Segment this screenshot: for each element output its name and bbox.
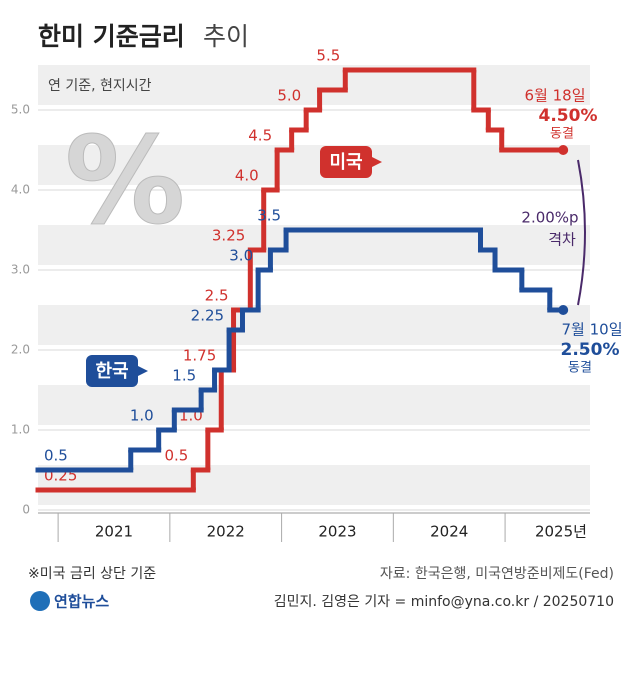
gap-bracket <box>577 159 586 306</box>
y-tick-label: 4.0 <box>11 183 30 197</box>
credit: 김민지. 김영은 기자 = minfo@yna.co.kr / 20250710 <box>274 594 614 610</box>
x-tick-label: 2021 <box>95 523 133 541</box>
value-label: 2.5 <box>205 287 229 305</box>
value-label: 1.75 <box>183 347 216 365</box>
value-label: 5.0 <box>277 87 301 105</box>
value-label: 5.5 <box>316 47 340 65</box>
annotation: 동결 <box>568 361 592 376</box>
legend-label: 미국 <box>329 152 362 173</box>
source: 자료: 한국은행, 미국연방준비제도(Fed) <box>380 566 614 582</box>
logo: 연합뉴스 <box>54 593 109 611</box>
annotation: 7월 10일 <box>562 321 623 339</box>
logo-mark <box>30 591 50 611</box>
icon: % <box>65 113 185 252</box>
stripe <box>38 65 590 105</box>
legend-pointer <box>136 365 148 377</box>
y-tick-label: 0 <box>22 503 30 517</box>
annotation: 4.50% <box>539 106 598 126</box>
plot-background <box>38 65 590 511</box>
value-label: 2.25 <box>191 307 224 325</box>
stripe <box>38 385 590 425</box>
chart-subtitle: 추이 <box>203 22 249 51</box>
x-tick-label: 2024 <box>430 523 468 541</box>
legend-pointer <box>370 156 382 168</box>
value-label: 0.5 <box>44 447 68 465</box>
legend-badge <box>86 355 138 387</box>
x-tick-label: 2022 <box>207 523 245 541</box>
annotation: 격차 <box>548 231 576 249</box>
annotation: 2.00%p <box>521 209 578 227</box>
unit-note: 연 기준, 현지시간 <box>48 78 152 94</box>
y-tick-label: 1.0 <box>11 423 30 437</box>
x-tick-label: 2025년 <box>535 523 587 541</box>
end-point <box>558 145 569 155</box>
legend-badge <box>320 146 372 178</box>
chart-title: 한미 기준금리 <box>38 22 185 51</box>
end-point <box>558 305 569 315</box>
value-label: 3.0 <box>229 247 253 265</box>
annotation: 6월 18일 <box>525 87 586 105</box>
y-tick-label: 3.0 <box>11 263 30 277</box>
value-label: 3.5 <box>257 207 281 225</box>
annotation: 동결 <box>550 127 574 142</box>
footnote: ※미국 금리 상단 기준 <box>28 566 156 582</box>
value-label: 3.25 <box>212 227 245 245</box>
y-tick-label: 2.0 <box>11 343 30 357</box>
y-tick-label: 5.0 <box>11 103 30 117</box>
value-label: 4.0 <box>235 167 259 185</box>
value-label: 1.5 <box>172 367 196 385</box>
legend-label: 한국 <box>95 361 128 382</box>
stripe <box>38 305 590 345</box>
annotation: 2.50% <box>561 340 620 360</box>
value-label: 0.5 <box>164 447 188 465</box>
stripe <box>38 145 590 185</box>
value-label: 4.5 <box>248 127 272 145</box>
x-tick-label: 2023 <box>318 523 356 541</box>
value-label: 1.0 <box>130 407 154 425</box>
